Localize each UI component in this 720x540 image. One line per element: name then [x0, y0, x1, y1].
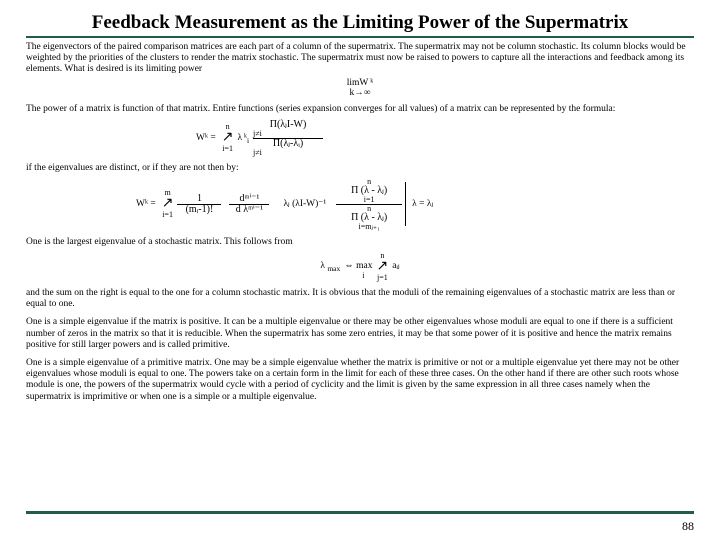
para-7: One is a simple eigenvalue of a primitiv… — [26, 358, 694, 403]
eq-limit: limW ᵏ k→∞ — [26, 79, 694, 98]
eqB-frac2: dᵐⁱ⁻¹ d λᵐⁱ⁻¹ — [229, 194, 269, 215]
eq-A: Wᵏ = n ↗ i=1 λ ᵏi Π(λⱼI‑W) j≠i Π(λⱼ‑λᵢ) … — [196, 120, 694, 157]
eqA-term: λ ᵏi — [237, 133, 249, 144]
para-3: if the eigenvalues are distinct, or if t… — [26, 163, 694, 174]
eqA-lhs: Wᵏ = — [196, 133, 216, 144]
eqB-prodfrac: n Π (λ - λⱼ) i=1 n Π (λ - λⱼ) i=mⱼ₊₁ — [336, 178, 402, 231]
page-number: 88 — [682, 519, 694, 534]
slide-container: Feedback Measurement as the Limiting Pow… — [0, 0, 720, 540]
eqA-sum: n ↗ i=1 — [222, 123, 234, 153]
eqB-vbar — [405, 182, 406, 226]
eq-limit-bot: k→∞ — [349, 89, 370, 99]
eqB-mid: λⱼ (λI‑W)⁻¹ — [283, 199, 326, 210]
eqC-mid: ⇔ max i — [344, 261, 372, 272]
eq-C: λ max ⇔ max i n ↗ j=1 aᵢⱼ — [26, 252, 694, 282]
eqC-sum: n ↗ j=1 — [376, 252, 388, 282]
para-4: One is the largest eigenvalue of a stoch… — [26, 237, 694, 248]
eq-B: Wᵏ = m ↗ i=1 1 (mᵢ‑1)! dᵐⁱ⁻¹ d λᵐⁱ⁻¹ λⱼ … — [136, 178, 694, 231]
eqC-term: aᵢⱼ — [392, 261, 399, 272]
eqA-fraction: Π(λⱼI‑W) j≠i Π(λⱼ‑λᵢ) j≠i — [253, 120, 323, 157]
eqB-sum: m ↗ i=1 — [162, 189, 174, 219]
para-5: and the sum on the right is equal to the… — [26, 288, 694, 310]
para-2: The power of a matrix is function of tha… — [26, 104, 694, 115]
eqB-lhs: Wᵏ = — [136, 199, 156, 210]
para-6: One is a simple eigenvalue if the matrix… — [26, 317, 694, 351]
eqB-frac1: 1 (mᵢ‑1)! — [177, 194, 221, 215]
body-text: The eigenvectors of the paired compariso… — [26, 42, 694, 403]
eqC-left: λ max — [320, 261, 340, 272]
bottom-rule — [26, 511, 694, 514]
para-1: The eigenvectors of the paired compariso… — [26, 42, 694, 76]
slide-title: Feedback Measurement as the Limiting Pow… — [26, 12, 694, 38]
eqB-tail: λ = λⱼ — [412, 199, 433, 210]
